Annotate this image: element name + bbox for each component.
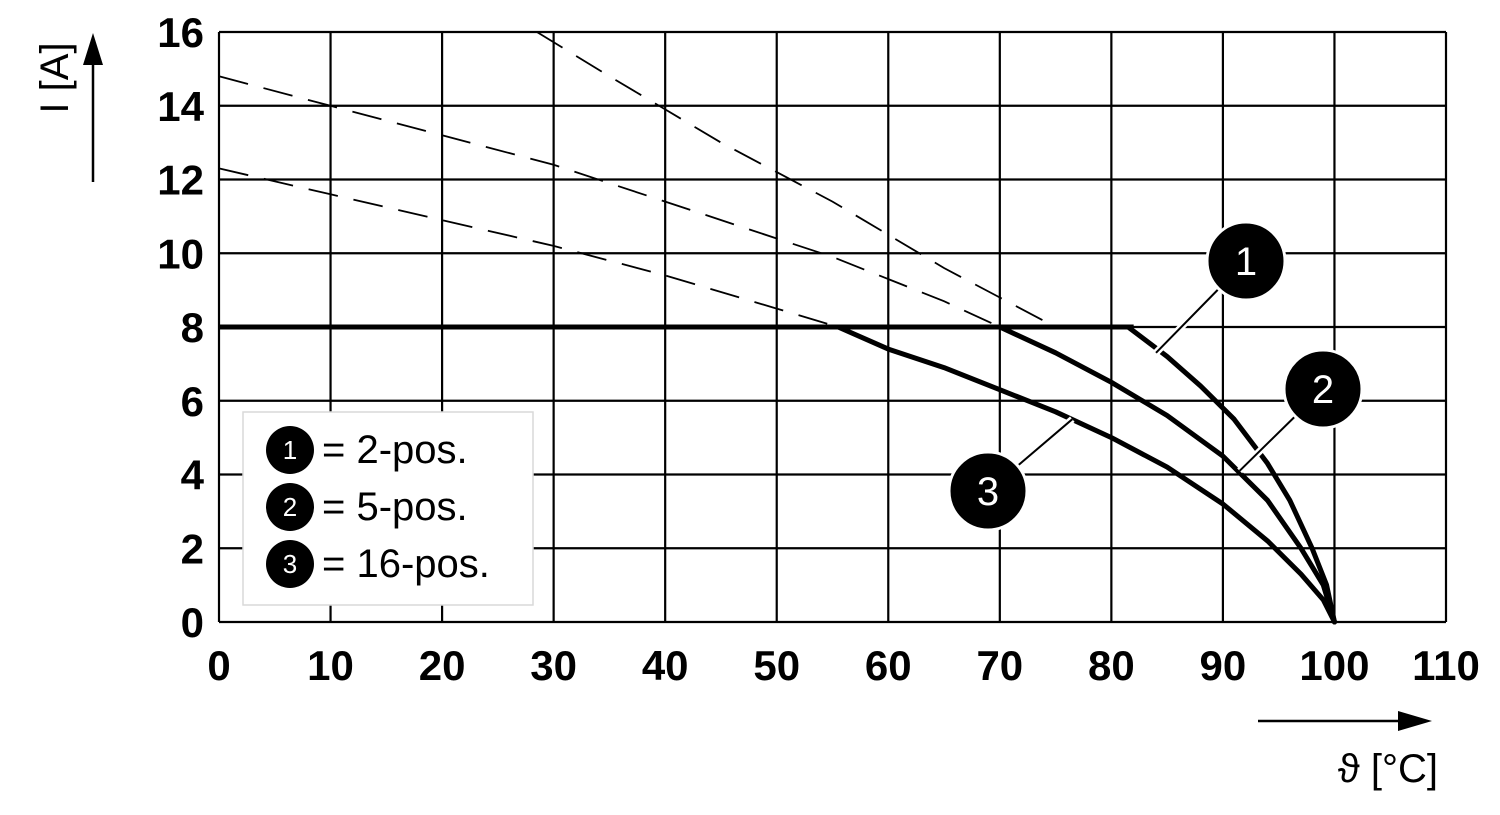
x-tick-label: 60 xyxy=(865,642,912,689)
legend-marker-1 xyxy=(266,426,314,474)
x-tick-label: 110 xyxy=(1412,642,1480,689)
series-3-curve xyxy=(835,324,1337,625)
callout-layer: 1 2 3 xyxy=(947,220,1364,532)
series-layer xyxy=(218,31,1337,625)
legend-marker-2-number: 2 xyxy=(283,492,297,522)
callout-leader-3 xyxy=(1016,418,1073,468)
legend-item-3: 3 = 16-pos. xyxy=(266,540,490,588)
y-axis-label: I [A] xyxy=(33,42,77,113)
y-tick-label: 0 xyxy=(181,599,204,646)
x-tick-label: 70 xyxy=(976,642,1023,689)
x-tick-label: 90 xyxy=(1200,642,1247,689)
callout-marker-1 xyxy=(1205,220,1287,302)
legend-text-2: = 5-pos. xyxy=(322,485,468,529)
legend-marker-3-number: 3 xyxy=(283,549,297,579)
callout-marker-3 xyxy=(947,450,1029,532)
callout-number-2: 2 xyxy=(1312,368,1334,412)
x-tick-label: 50 xyxy=(753,642,800,689)
series-1-curve xyxy=(1125,324,1337,625)
y-tick-label: 2 xyxy=(181,525,204,572)
y-tick-label: 8 xyxy=(181,304,204,351)
x-tick-label: 40 xyxy=(642,642,689,689)
y-tick-label: 12 xyxy=(157,157,204,204)
x-tick-label: 10 xyxy=(307,642,354,689)
x-tick-labels: 0 10 20 30 40 50 60 70 80 90 100 110 xyxy=(207,642,1480,689)
x-tick-label: 0 xyxy=(207,642,230,689)
series-2-curve xyxy=(997,324,1337,625)
callout-leader-2 xyxy=(1238,414,1297,472)
y-tick-label: 16 xyxy=(157,9,204,56)
y-axis-arrow-icon xyxy=(83,33,103,65)
x-axis-arrow-icon xyxy=(1398,711,1432,731)
legend-text-1: = 2-pos. xyxy=(322,428,468,472)
x-tick-label: 30 xyxy=(530,642,577,689)
y-tick-label: 14 xyxy=(157,83,204,130)
y-tick-label: 4 xyxy=(181,452,205,499)
callout-number-3: 3 xyxy=(977,470,999,514)
series-1-dashed-line xyxy=(536,31,1129,328)
series-3-dashed-line xyxy=(218,167,839,328)
legend-text-3: = 16-pos. xyxy=(322,542,490,586)
legend-item-1: 1 = 2-pos. xyxy=(266,426,468,474)
callout-number-1: 1 xyxy=(1235,240,1257,284)
y-tick-label: 10 xyxy=(157,230,204,277)
callout-leader-1 xyxy=(1155,287,1221,354)
legend-item-2: 2 = 5-pos. xyxy=(266,483,468,531)
callout-marker-2 xyxy=(1282,348,1364,430)
x-tick-label: 20 xyxy=(419,642,466,689)
y-tick-labels: 0 2 4 6 8 10 12 14 16 xyxy=(157,9,204,646)
legend-marker-3 xyxy=(266,540,314,588)
x-tick-label: 80 xyxy=(1088,642,1135,689)
y-tick-label: 6 xyxy=(181,378,204,425)
legend-marker-1-number: 1 xyxy=(283,435,297,465)
x-axis-label: ϑ [°C] xyxy=(1338,747,1438,791)
x-tick-label: 100 xyxy=(1299,642,1369,689)
series-2-dashed-line xyxy=(218,75,1001,328)
legend-marker-2 xyxy=(266,483,314,531)
legend: 1 = 2-pos. 2 = 5-pos. 3 = 16-pos. xyxy=(242,411,534,606)
